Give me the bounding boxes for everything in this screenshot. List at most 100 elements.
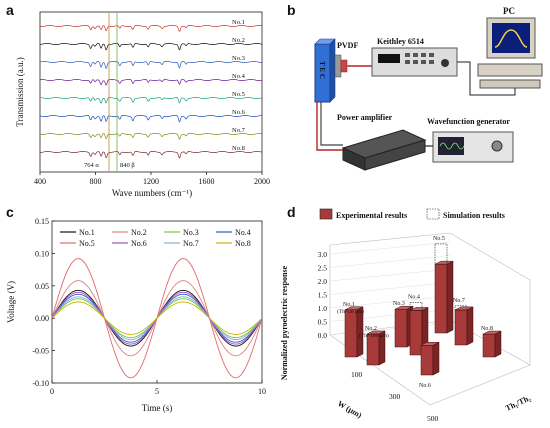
voltage-legend-label: No.8: [235, 239, 251, 248]
panel-letter-a: a: [6, 2, 14, 18]
ftir-trace-no7: [40, 133, 263, 140]
ftir-plot-frame: [39, 11, 263, 173]
bar-no7: No.7: [453, 298, 474, 346]
tec-block-side: [329, 38, 336, 103]
pyroelectric-response-chart: Experimental results Simulation results …: [280, 208, 532, 423]
legend-experimental-swatch: [319, 208, 333, 220]
voltage-x-axis-label: Time (s): [142, 403, 172, 413]
width-tick-label: 100: [351, 370, 363, 379]
voltage-x-tick-label: 0: [50, 387, 54, 396]
voltage-series-no8: [51, 301, 262, 335]
ftir-y-axis-label: Transmission (a.u.): [15, 57, 25, 126]
power-amplifier-side: [364, 139, 426, 171]
bar-label: No.8: [481, 326, 493, 332]
ftir-sample-label: No.8: [232, 145, 245, 152]
simulation-bar-outline: [409, 302, 423, 311]
response-z-tick-label: 0.0: [318, 331, 328, 340]
ftir-trace-no6: [39, 115, 263, 123]
pc-base: [477, 63, 543, 77]
bar-label: No.5: [433, 236, 445, 242]
response-z-tick-label: 2.0: [318, 277, 328, 286]
response-z-axis-label: Normalized pyroelectric response: [280, 265, 289, 380]
response-z-tick-label: 2.5: [318, 264, 328, 273]
voltage-time-chart: -0.10 -0.05 0.00 0.05 0.10 0.15 0 5 10 No.1 No.2…: [6, 217, 266, 413]
legend-experimental-label: Experimental results: [336, 211, 407, 220]
bar-label: No.2: [365, 326, 377, 332]
simulation-bar-outline: [454, 305, 468, 311]
grid-line: [329, 255, 451, 268]
ftir-sample-label: No.7: [232, 127, 246, 134]
simulation-bar-outline: [434, 243, 448, 265]
voltage-x-tick-label: 5: [155, 387, 159, 396]
ftir-sample-label: No.2: [232, 37, 245, 44]
voltage-legend-label: No.1: [79, 228, 95, 237]
voltage-y-tick-label: 0.10: [35, 249, 49, 258]
thickness-ratio-axis-label: Th₁/Th₂: [504, 393, 532, 413]
ftir-trace-no1: [39, 25, 263, 32]
ftir-x-tick-label: 1200: [143, 177, 159, 186]
cable-tec-amplifier-2: [320, 102, 343, 146]
response-z-tick-label: 0.5: [318, 318, 328, 327]
legend-simulation-swatch: [426, 208, 440, 220]
alpha-annotation: 764 α: [84, 162, 99, 169]
ftir-sample-label: No.1: [232, 19, 245, 26]
grid-line: [329, 268, 451, 282]
voltage-y-tick-label: 0.00: [35, 314, 49, 323]
pvdf-holder: [340, 59, 348, 73]
width-axis-label: W (μm): [336, 399, 364, 420]
response-z-tick-label: 1.0: [318, 304, 328, 313]
voltage-x-tick-label: 10: [258, 387, 266, 396]
voltage-legend-label: No.5: [79, 239, 95, 248]
setup-schematic: T E C PVDF Keithley 6514 PC Power amplif…: [314, 6, 543, 171]
ftir-trace-no3: [39, 61, 262, 70]
ftir-trace-no8: [39, 151, 263, 159]
ftir-sample-label: No.3: [232, 55, 245, 62]
ftir-sample-label: No.4: [232, 73, 246, 80]
bar-label: No.3: [393, 301, 405, 307]
voltage-y-tick-label: -0.05: [32, 347, 49, 356]
wavefunction-generator-label: Wavefunction generator: [427, 117, 510, 126]
voltage-legend-label: No.6: [131, 239, 147, 248]
response-z-tick-label: 3.0: [318, 250, 328, 259]
tec-label: T E C: [318, 61, 326, 79]
keithley-display: [378, 54, 400, 63]
cable-tec-amplifier: [316, 102, 343, 151]
bar-no5: No.5: [433, 236, 454, 334]
bar-sublabel: (Th=58 μm): [337, 308, 364, 315]
voltage-legend-label: No.3: [183, 228, 199, 237]
voltage-y-tick-label: -0.10: [32, 379, 49, 388]
ftir-trace-no5: [40, 97, 263, 104]
ftir-spectra-chart: No.1 No.2 No.3 No.4 No.5 No.6 No.7 No.8 764 α 8…: [15, 11, 270, 198]
width-tick-label: 500: [427, 414, 439, 423]
grid-line: [329, 295, 451, 309]
pc-screen-curve: [494, 29, 528, 48]
ftir-sample-label: No.6: [232, 109, 246, 116]
ftir-x-tick-label: 1600: [199, 177, 215, 186]
voltage-y-tick-label: 0.15: [35, 217, 49, 226]
voltage-y-axis-label: Voltage (V): [6, 281, 16, 323]
ftir-trace-no4: [39, 79, 263, 86]
beta-annotation: 840 β: [120, 162, 135, 169]
legend-simulation-label: Simulation results: [443, 211, 505, 220]
power-amplifier-label: Power amplifier: [337, 113, 393, 122]
bar-no8: No.8: [481, 326, 502, 358]
pc-label: PC: [503, 6, 515, 16]
pvdf-sample: [334, 54, 342, 78]
ftir-x-axis-label: Wave numbers (cm⁻¹): [112, 188, 192, 198]
ftir-x-tick-label: 400: [34, 177, 46, 186]
bar-label: No.1: [343, 302, 355, 308]
ftir-x-tick-label: 800: [90, 177, 102, 186]
ftir-trace-no2: [39, 43, 263, 51]
bar-no6: No.6: [419, 341, 440, 389]
voltage-y-tick-label: 0.05: [35, 282, 49, 291]
bar-label: No.7: [453, 298, 465, 304]
bar-label: No.6: [419, 383, 431, 389]
ftir-x-tick-label: 2000: [254, 177, 270, 186]
ftir-sample-label: No.5: [232, 91, 245, 98]
bar-sublabel: (Th=106 μm): [359, 332, 389, 339]
pc-keyboard: [479, 79, 541, 89]
wavefunction-generator-knob: [491, 140, 503, 152]
panel-letter-b: b: [287, 2, 296, 18]
voltage-legend-label: No.4: [235, 228, 251, 237]
bar-label: No.4: [408, 294, 420, 300]
